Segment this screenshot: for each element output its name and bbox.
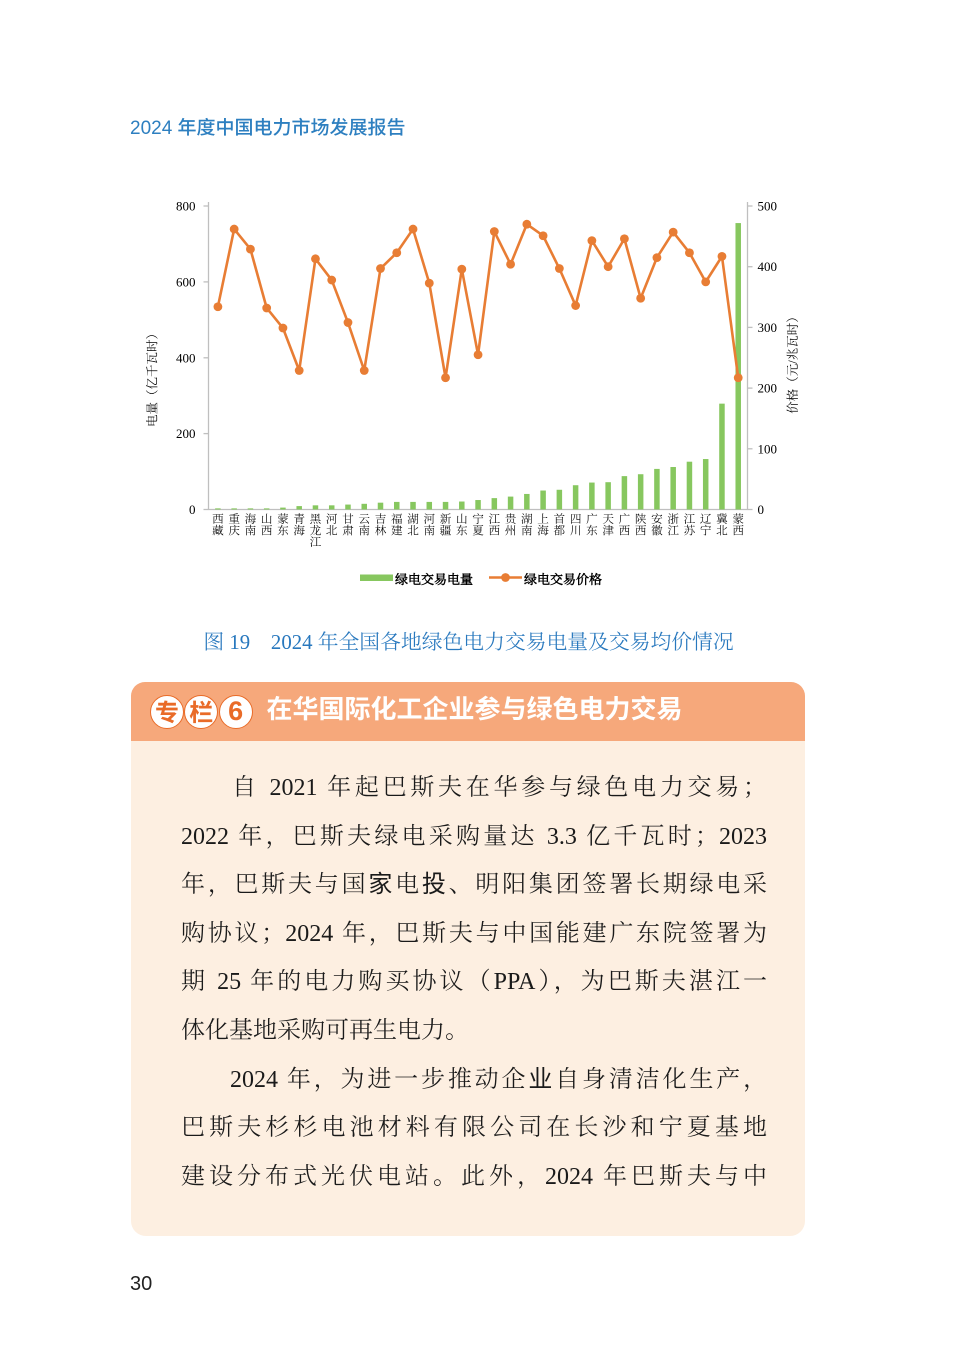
svg-text:价格（元/兆瓦时）: 价格（元/兆瓦时）	[786, 310, 800, 413]
svg-text:黑龙江: 黑龙江	[310, 511, 322, 550]
svg-text:湖南: 湖南	[521, 511, 533, 539]
svg-text:福建: 福建	[391, 511, 403, 539]
svg-text:江西: 江西	[489, 511, 501, 539]
svg-text:吉林: 吉林	[375, 511, 387, 539]
svg-text:电量（亿千瓦时）: 电量（亿千瓦时）	[146, 327, 160, 427]
svg-text:河北: 河北	[326, 511, 338, 539]
svg-text:蒙西: 蒙西	[732, 511, 744, 539]
svg-text:山西: 山西	[261, 511, 273, 539]
svg-text:云南: 云南	[358, 511, 370, 539]
svg-text:300: 300	[758, 320, 778, 335]
svg-text:陕西: 陕西	[635, 511, 647, 539]
svg-text:400: 400	[176, 350, 196, 365]
svg-text:甘肃: 甘肃	[342, 511, 354, 539]
svg-text:500: 500	[758, 199, 778, 214]
svg-text:广东: 广东	[586, 511, 598, 539]
svg-text:河南: 河南	[423, 511, 435, 539]
svg-text:800: 800	[176, 199, 196, 214]
svg-text:蒙东: 蒙东	[277, 511, 289, 539]
svg-text:广西: 广西	[619, 511, 631, 539]
svg-text:浙江: 浙江	[667, 511, 679, 539]
svg-text:400: 400	[758, 259, 778, 274]
svg-text:100: 100	[758, 441, 778, 456]
svg-text:首都: 首都	[554, 511, 566, 539]
svg-text:辽宁: 辽宁	[700, 511, 712, 539]
svg-text:绿电交易价格: 绿电交易价格	[524, 569, 602, 588]
svg-text:600: 600	[176, 274, 196, 289]
svg-text:四川: 四川	[570, 511, 582, 539]
svg-text:上海: 上海	[537, 511, 549, 539]
svg-text:0: 0	[758, 502, 765, 517]
svg-text:绿电交易电量: 绿电交易电量	[395, 569, 473, 588]
svg-text:江苏: 江苏	[684, 511, 696, 539]
svg-text:新疆: 新疆	[440, 511, 452, 539]
svg-text:青海: 青海	[293, 511, 305, 539]
svg-text:湖北: 湖北	[407, 511, 419, 539]
svg-text:安徽: 安徽	[651, 511, 663, 539]
svg-text:宁夏: 宁夏	[472, 511, 484, 539]
svg-text:重庆: 重庆	[228, 511, 240, 539]
svg-text:0: 0	[189, 502, 196, 517]
svg-text:200: 200	[176, 426, 196, 441]
svg-text:贵州: 贵州	[505, 511, 517, 539]
svg-text:天津: 天津	[602, 511, 614, 539]
svg-text:200: 200	[758, 381, 778, 396]
svg-text:冀北: 冀北	[716, 511, 728, 539]
svg-text:山东: 山东	[456, 511, 468, 539]
svg-text:西藏: 西藏	[212, 511, 224, 539]
svg-text:海南: 海南	[245, 511, 257, 539]
